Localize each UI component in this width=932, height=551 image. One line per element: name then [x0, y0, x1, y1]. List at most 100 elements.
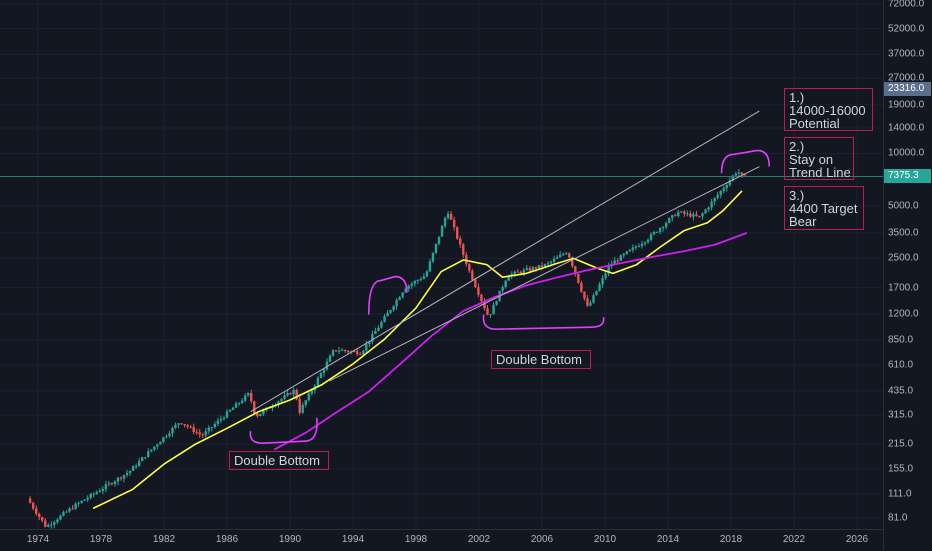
candle-body — [483, 300, 486, 309]
candle-body — [722, 188, 725, 191]
price-axis[interactable]: 72000.0 52000.0 37000.0 27000.0 19000.0 14000… — [883, 0, 932, 550]
trend-line[interactable] — [329, 166, 760, 382]
candle-body — [119, 477, 123, 479]
candle-body — [398, 297, 401, 300]
candle-body — [383, 316, 386, 322]
candle-body — [643, 242, 647, 244]
annotation-trend-line[interactable]: 2.) Stay on Trend Line — [784, 137, 854, 180]
candle-body — [253, 401, 256, 414]
candle-body — [186, 425, 189, 427]
candle-body — [580, 282, 583, 292]
candle-body — [44, 520, 47, 527]
candle-body — [574, 266, 577, 274]
candle-body — [713, 197, 716, 202]
price-tick-label: 435.0 — [888, 385, 914, 397]
time-tick-label: 1994 — [341, 534, 365, 545]
candle-body — [555, 257, 559, 259]
candle-body — [604, 273, 607, 278]
candle-body — [198, 432, 201, 435]
candle-body — [413, 281, 416, 284]
candle-body — [150, 449, 153, 452]
candle-body — [122, 474, 126, 479]
candle-body — [607, 266, 610, 274]
candle-body — [534, 267, 538, 269]
candle-body — [89, 493, 92, 498]
candle-body — [543, 264, 547, 267]
candle-body — [631, 247, 635, 250]
drawings[interactable] — [0, 110, 883, 444]
candle-body — [180, 423, 183, 425]
annotation-potential[interactable]: 1.) 14000-16000 Potential — [784, 88, 873, 131]
candle-body — [440, 226, 444, 237]
candle-body — [495, 301, 498, 305]
candle-body — [53, 522, 56, 525]
candle-body — [622, 253, 625, 256]
candle-body — [474, 279, 477, 288]
annotation-double-bottom-2[interactable]: Double Bottom — [491, 350, 591, 369]
candle-body — [377, 327, 380, 332]
candle-body — [540, 265, 544, 267]
candle-body — [743, 174, 747, 176]
candle-body — [219, 418, 223, 421]
price-badge: 23316.0 — [884, 82, 931, 97]
candle-body — [649, 234, 653, 240]
chart-plot-area[interactable] — [0, 0, 883, 529]
candle-body — [295, 389, 298, 400]
annotation-double-bottom-1[interactable]: Double Bottom — [229, 451, 329, 470]
candle-body — [177, 423, 180, 425]
price-tick-label: 155.0 — [888, 463, 914, 475]
candle-body — [664, 222, 668, 227]
candle-body — [395, 299, 398, 307]
candle-body — [601, 277, 604, 285]
candle-body — [304, 400, 307, 405]
candle-body — [262, 410, 265, 414]
candle-body — [449, 213, 453, 220]
time-tick-label: 2026 — [845, 534, 869, 545]
candle-body — [661, 226, 665, 229]
candle-body — [144, 457, 147, 459]
candle-body — [240, 400, 244, 403]
time-tick-label: 1982 — [152, 534, 176, 545]
candle-body — [558, 254, 562, 258]
candle-body — [31, 502, 35, 509]
indicator-lines — [92, 190, 748, 510]
price-badge: 7375.3 — [884, 169, 931, 184]
bracket-top-2[interactable] — [720, 149, 771, 174]
candle-body — [437, 236, 441, 244]
candle-body — [116, 477, 120, 482]
bracket-double-bottom-2[interactable] — [482, 314, 605, 330]
candle-body — [322, 369, 326, 374]
candle-body — [174, 424, 177, 428]
candle-body — [231, 407, 235, 410]
time-tick-label: 2022 — [782, 534, 806, 545]
candle-body — [71, 508, 74, 510]
time-axis[interactable]: 1974 1978 1982 1986 1990 1994 1998 2002 2006 2010… — [0, 529, 883, 551]
candle-body — [168, 433, 171, 437]
candle-body — [501, 287, 504, 291]
candle-body — [583, 291, 586, 299]
price-tick-label: 5000.0 — [888, 200, 919, 212]
candle-body — [655, 231, 659, 233]
candle-body — [710, 201, 713, 208]
candle-body — [404, 288, 407, 293]
candle-body — [68, 508, 71, 512]
candle-body — [462, 244, 465, 255]
price-tick-label: 10000.0 — [888, 147, 925, 159]
bracket-double-bottom-1[interactable] — [249, 417, 318, 444]
candle-body — [292, 389, 295, 395]
candle-body — [652, 232, 656, 235]
price-tick-label: 14000.0 — [888, 122, 925, 134]
annotation-target-bear[interactable]: 3.) 4400 Target Bear — [784, 186, 864, 230]
bracket-top-1[interactable] — [367, 275, 408, 315]
price-tick-label: 1200.0 — [888, 308, 919, 320]
price-tick-label: 315.0 — [888, 409, 914, 421]
candle-body — [301, 404, 304, 413]
candle-body — [692, 214, 695, 217]
candle-body — [492, 304, 495, 315]
candle-body — [201, 434, 204, 436]
candle-body — [695, 214, 698, 216]
candle-body — [83, 499, 86, 501]
trend-line[interactable] — [250, 110, 760, 413]
candle-body — [213, 423, 217, 428]
candle-body — [428, 261, 432, 272]
